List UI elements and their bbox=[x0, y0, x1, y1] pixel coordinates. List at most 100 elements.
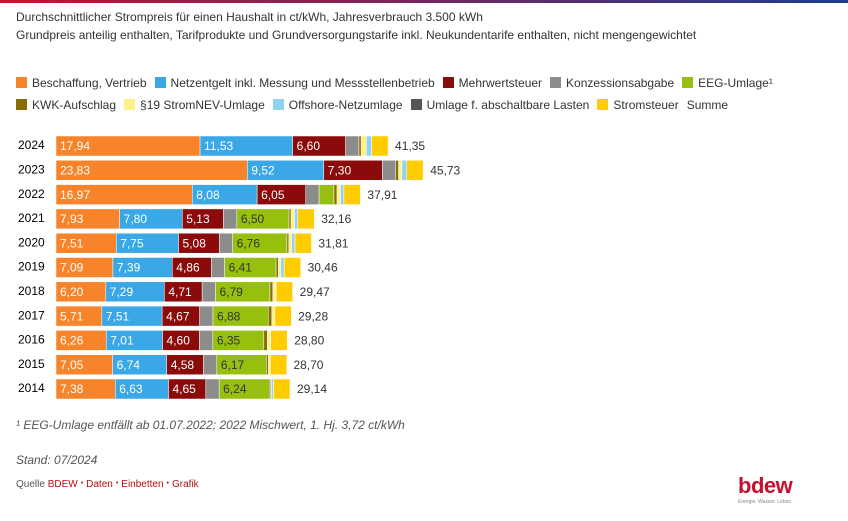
bar-segment bbox=[269, 281, 274, 303]
legend-label: Netzentgelt inkl. Messung und Messstelle… bbox=[170, 76, 435, 90]
value-label: 6,79 bbox=[219, 285, 243, 299]
y-tick-label: 2021 bbox=[18, 211, 45, 225]
link-sep: • bbox=[166, 480, 169, 487]
bar-segment bbox=[270, 330, 288, 351]
value-label: 6,60 bbox=[297, 139, 321, 153]
bar-segment bbox=[343, 184, 361, 205]
bar-segment bbox=[371, 135, 389, 157]
bar-segment bbox=[288, 208, 292, 230]
value-label: 7,51 bbox=[106, 309, 130, 323]
legend-swatch bbox=[442, 77, 454, 88]
legend: Beschaffung, Vertrieb Netzentgelt inkl. M… bbox=[16, 72, 796, 116]
value-label: 4,86 bbox=[176, 261, 200, 275]
total-label: 28,70 bbox=[293, 358, 323, 372]
legend-label: Umlage f. abschaltbare Lasten bbox=[426, 98, 590, 112]
value-label: 7,75 bbox=[120, 236, 144, 250]
value-label: 4,60 bbox=[167, 334, 191, 348]
link[interactable]: Grafik bbox=[172, 479, 199, 490]
value-label: 7,30 bbox=[328, 163, 352, 177]
y-tick-label: 2019 bbox=[18, 260, 45, 274]
total-label: 29,14 bbox=[297, 382, 327, 396]
value-label: 7,93 bbox=[60, 212, 84, 226]
legend-item: KWK-Aufschlag bbox=[16, 94, 116, 116]
total-label: 37,91 bbox=[367, 188, 397, 202]
legend-label: Offshore-Netzumlage bbox=[288, 98, 403, 112]
bar-segment bbox=[290, 208, 295, 230]
bar-segment bbox=[201, 281, 216, 303]
link[interactable]: Einbetten bbox=[121, 479, 164, 490]
legend-item: Mehrwertsteuer bbox=[442, 72, 542, 94]
value-label: 17,94 bbox=[60, 139, 90, 153]
value-label: 6,41 bbox=[229, 261, 253, 275]
bar-segment bbox=[205, 378, 220, 400]
legend-item: EEG-Umlage¹ bbox=[682, 72, 773, 94]
value-label: 7,05 bbox=[60, 358, 84, 372]
bar-segment bbox=[271, 305, 276, 327]
bar-segment bbox=[273, 378, 291, 400]
logo-tagline: Energie. Wasser. Leben. bbox=[738, 499, 793, 505]
bar-segment bbox=[294, 208, 298, 230]
y-tick-label: 2024 bbox=[18, 138, 45, 152]
legend-swatch bbox=[550, 77, 562, 88]
bar-segment bbox=[288, 232, 292, 254]
total-label: 29,28 bbox=[298, 309, 328, 323]
link-sep: • bbox=[80, 480, 84, 487]
bar-segment bbox=[406, 160, 424, 181]
legend-item: Konzessionsabgabe bbox=[550, 72, 674, 94]
bar-segment bbox=[278, 257, 282, 278]
legend-item: Beschaffung, Vertrieb bbox=[16, 72, 147, 94]
bar-segment bbox=[275, 257, 279, 278]
bar-segment bbox=[270, 354, 288, 375]
legend-swatch bbox=[154, 77, 166, 88]
y-tick-label: 2015 bbox=[18, 357, 45, 371]
bar-segment bbox=[291, 232, 296, 254]
value-label: 6,35 bbox=[217, 334, 241, 348]
value-label: 6,74 bbox=[117, 358, 141, 372]
value-label: 7,29 bbox=[110, 285, 134, 299]
footnote: ¹ EEG-Umlage entfällt ab 01.07.2022; 202… bbox=[16, 418, 405, 432]
y-tick-label: 2017 bbox=[18, 308, 45, 322]
legend-label: Beschaffung, Vertrieb bbox=[32, 76, 147, 90]
chart-subtitle: Grundpreis anteilig enthalten, Tarifprod… bbox=[16, 28, 697, 42]
bar-segment bbox=[297, 208, 315, 230]
y-tick-label: 2018 bbox=[18, 284, 45, 298]
link-sep: • bbox=[115, 480, 119, 487]
value-label: 6,26 bbox=[60, 334, 84, 348]
bar-segment bbox=[305, 184, 320, 205]
value-label: 6,50 bbox=[241, 212, 265, 226]
bar-segment bbox=[274, 305, 292, 327]
value-label: 6,24 bbox=[223, 382, 247, 396]
legend-label: Konzessionsabgabe bbox=[566, 76, 675, 90]
legend-swatch bbox=[597, 99, 609, 110]
source: BDEW bbox=[47, 479, 78, 490]
bar-segment bbox=[272, 281, 276, 303]
value-label: 6,17 bbox=[221, 358, 245, 372]
chart-title: Durchschnittlicher Strompreis für einen … bbox=[16, 10, 483, 24]
bar-segment bbox=[360, 135, 367, 157]
legend-item: Offshore-Netzumlage bbox=[272, 94, 403, 116]
y-tick-label: 2022 bbox=[18, 187, 45, 201]
logo: bdew bbox=[738, 473, 793, 498]
legend-label: Summe bbox=[686, 98, 729, 112]
legend-item: §19 StromNEV-Umlage bbox=[124, 94, 265, 116]
total-label: 45,73 bbox=[430, 163, 460, 177]
bar-segment bbox=[280, 257, 285, 278]
bar-segment bbox=[286, 232, 290, 254]
value-label: 5,71 bbox=[60, 309, 84, 323]
legend-label: KWK-Aufschlag bbox=[32, 98, 117, 112]
bar-segment bbox=[318, 184, 335, 205]
value-label: 7,38 bbox=[60, 382, 84, 396]
value-label: 6,05 bbox=[261, 188, 285, 202]
top-bar bbox=[0, 0, 848, 3]
bar-segment bbox=[398, 160, 403, 181]
y-tick-label: 2020 bbox=[18, 235, 45, 249]
bar-segment bbox=[203, 354, 218, 375]
bar-segment bbox=[219, 232, 233, 254]
legend-swatch bbox=[682, 77, 694, 88]
link[interactable]: Daten bbox=[86, 479, 113, 490]
bar-segment bbox=[268, 354, 271, 375]
stand: Stand: 07/2024 bbox=[16, 453, 98, 467]
bar-segment bbox=[395, 160, 399, 181]
legend-swatch bbox=[410, 99, 422, 110]
value-label: 4,67 bbox=[166, 309, 190, 323]
